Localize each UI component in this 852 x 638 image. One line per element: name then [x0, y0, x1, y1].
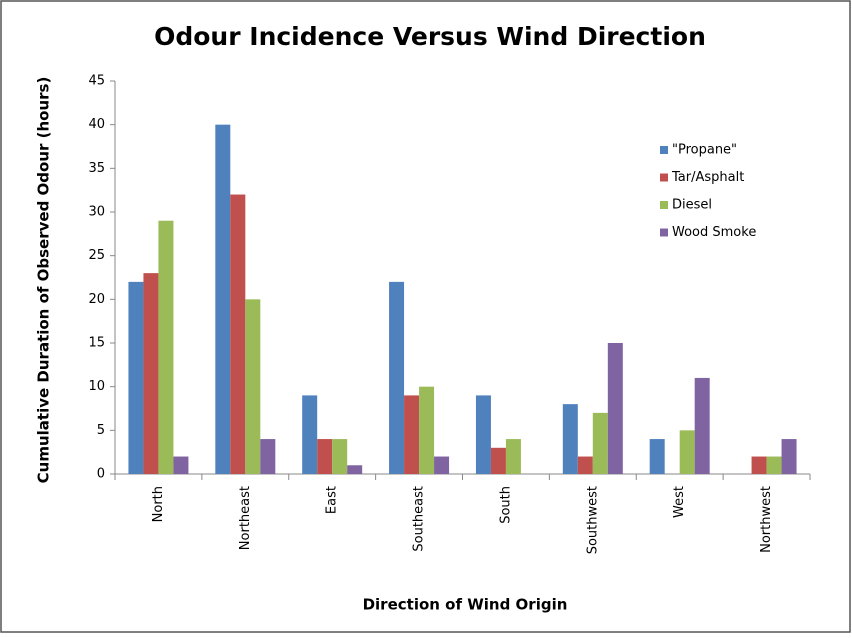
x-axis-title: Direction of Wind Origin	[363, 596, 568, 614]
x-tick-label: Northeast	[238, 486, 253, 550]
bar	[766, 456, 782, 474]
legend-swatch	[660, 146, 668, 154]
bar	[751, 456, 767, 474]
bar	[389, 281, 405, 474]
bar	[230, 194, 246, 475]
bar	[332, 439, 348, 474]
x-tick-label: Southeast	[412, 486, 427, 552]
bar	[260, 439, 276, 474]
x-tick-label: Southwest	[585, 486, 600, 554]
y-tick-label: 35	[88, 161, 105, 176]
bar	[475, 395, 491, 474]
bar	[781, 439, 797, 474]
bar	[679, 430, 695, 474]
legend-label: Diesel	[672, 198, 712, 213]
bar	[649, 439, 665, 474]
bar	[490, 447, 506, 474]
legend-swatch	[660, 173, 668, 182]
bar	[404, 395, 420, 474]
y-tick-label: 5	[97, 423, 105, 438]
legend-swatch	[660, 201, 668, 209]
x-tick-label: North	[151, 486, 166, 522]
y-tick-label: 15	[88, 336, 105, 351]
y-tick-label: 40	[88, 117, 105, 132]
y-tick-label: 10	[88, 379, 105, 394]
legend-label: "Propane"	[672, 143, 737, 158]
bar	[562, 404, 578, 474]
y-tick-label: 20	[88, 292, 105, 307]
bar	[694, 377, 710, 474]
bar	[215, 124, 231, 475]
bar	[128, 281, 144, 474]
y-tick-label: 30	[88, 205, 105, 220]
bar	[505, 439, 521, 474]
y-tick-label: 25	[88, 248, 105, 263]
bar	[592, 412, 608, 474]
legend-swatch	[660, 228, 668, 237]
x-tick-label: West	[672, 486, 687, 518]
bar	[158, 220, 174, 474]
legend-label: Wood Smoke	[672, 225, 756, 240]
bar	[317, 439, 333, 474]
bar	[143, 273, 159, 474]
bar	[173, 456, 189, 474]
legend-label: Tar/Asphalt	[671, 170, 744, 185]
x-tick-label: East	[325, 486, 340, 514]
y-tick-label: 45	[88, 74, 105, 89]
bar	[347, 465, 363, 474]
bar	[434, 456, 450, 474]
bar	[419, 386, 435, 474]
bar	[607, 343, 623, 474]
y-tick-label: 0	[97, 467, 105, 482]
chart-title: Odour Incidence Versus Wind Direction	[154, 22, 706, 51]
y-axis-title: Cumulative Duration of Observed Odour (h…	[35, 77, 53, 484]
bar	[577, 456, 593, 474]
bar	[302, 395, 318, 474]
bar	[245, 299, 261, 474]
x-tick-label: Northwest	[759, 486, 774, 553]
x-tick-label: South	[498, 486, 513, 524]
